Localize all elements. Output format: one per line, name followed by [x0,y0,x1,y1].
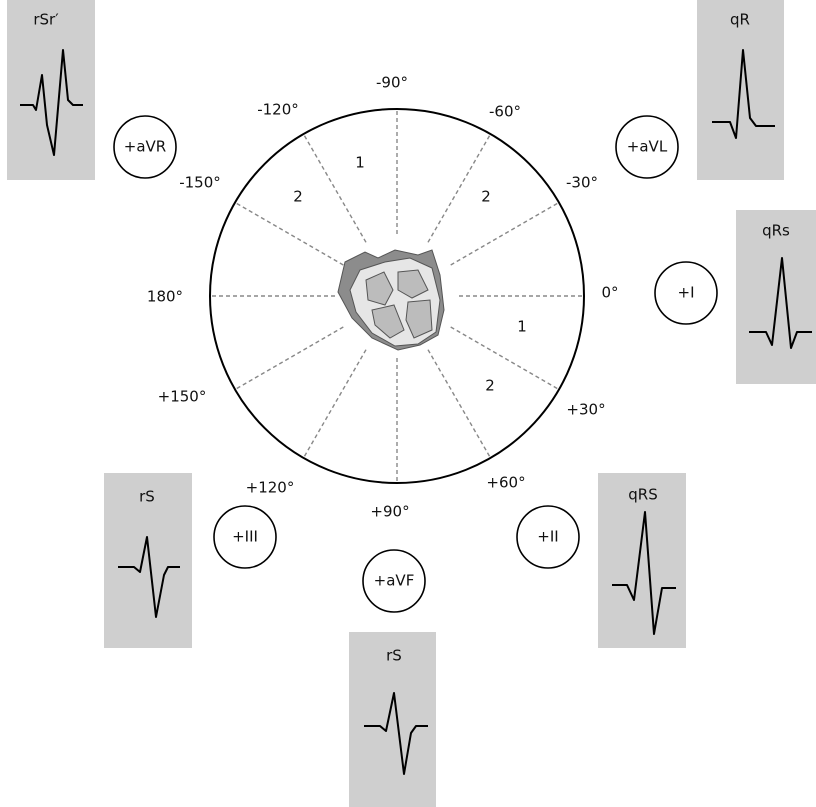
angle-label: +120° [246,479,295,497]
lead-label: +I [678,284,695,302]
spoke-line [304,134,367,242]
angle-label: 180° [147,288,183,306]
angle-label: -120° [257,101,299,119]
spoke-line [304,350,367,458]
sector-number: 2 [293,188,303,206]
angle-label: -150° [179,174,221,192]
spoke-line [235,203,343,266]
angle-label: +30° [566,401,605,419]
sector-number: 1 [355,154,365,172]
heart [338,250,444,350]
waveform-label: qRS [628,486,657,504]
waveform-label: rS [139,488,155,506]
waveform-label: qR [730,11,750,29]
spoke-line [235,327,343,390]
spoke-line [428,350,491,458]
lead-label: +aVL [627,138,668,156]
spoke-line [451,327,559,390]
lead-label: +aVF [374,572,415,590]
hexaxial-diagram: -90° -60° -30° 0° +30° +60° +90° +120° +… [0,0,816,807]
angle-label: -30° [566,174,598,192]
waveform-label: qRs [762,222,790,240]
lead-label: +II [537,528,558,546]
angle-label: +150° [158,388,207,406]
angle-label: +90° [370,503,409,521]
waveform-label: rS [386,647,402,665]
sector-number: 2 [481,188,491,206]
angle-label: 0° [601,284,618,302]
lead-label: +aVR [124,138,166,156]
waveform-label: rSr′ [33,11,59,29]
sector-number: 1 [517,318,527,336]
spoke-line [451,203,559,266]
lead-label: +III [232,528,258,546]
angle-label: +60° [486,474,525,492]
angle-label: -90° [376,74,408,92]
angle-label: -60° [489,103,521,121]
sector-number: 2 [485,377,495,395]
